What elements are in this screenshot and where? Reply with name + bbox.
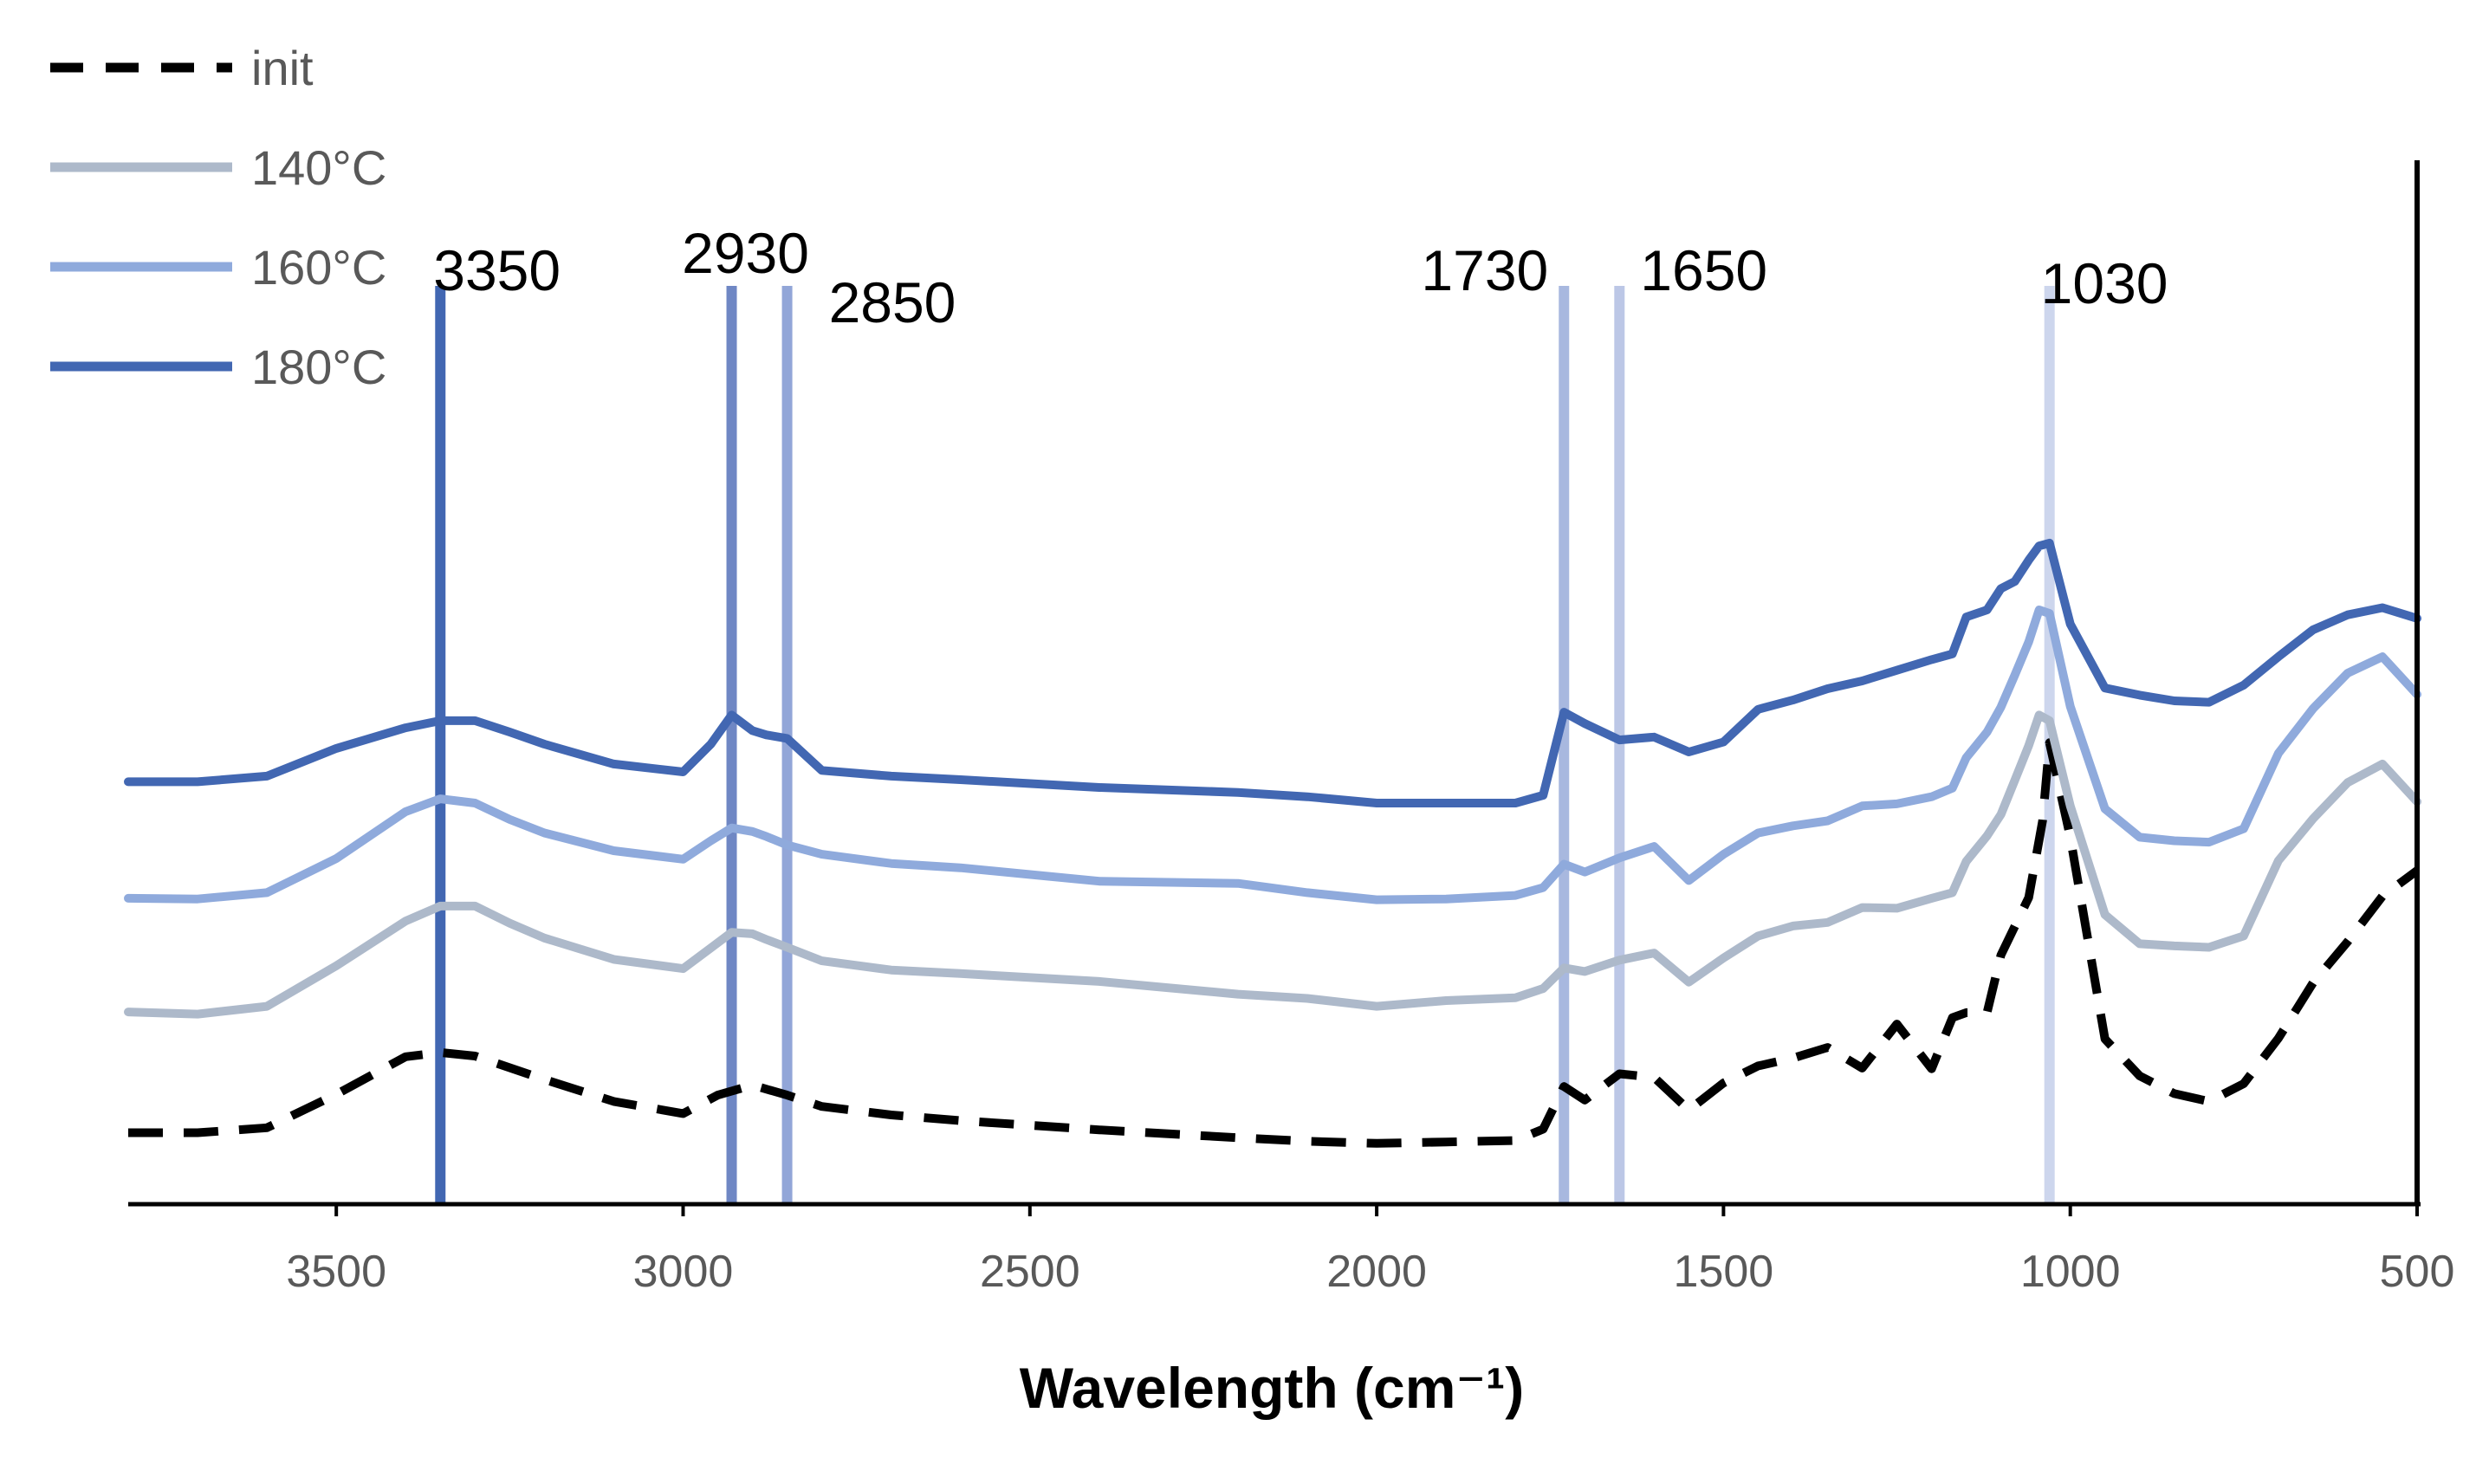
peak-label-2850: 2850 <box>829 270 956 334</box>
x-tick-label-3000: 3000 <box>633 1247 734 1297</box>
x-tick-label-3500: 3500 <box>286 1247 386 1297</box>
legend: init 140°C 160°C 180°C <box>50 41 386 394</box>
peak-annotations: 3350 2930 2850 1730 1650 1030 <box>433 221 2168 1204</box>
legend-label-140c: 140°C <box>251 140 386 195</box>
peak-label-3350: 3350 <box>433 238 561 302</box>
series-lines <box>124 538 2421 1148</box>
axes <box>128 160 2421 1207</box>
peak-label-1650: 1650 <box>1640 238 1767 302</box>
x-tick-label-2500: 2500 <box>980 1247 1080 1297</box>
x-tick-label-1000: 1000 <box>2020 1247 2121 1297</box>
legend-label-160c: 160°C <box>251 240 386 295</box>
x-axis-ticks: 3500 3000 2500 2000 1500 1000 500 <box>286 1204 2454 1297</box>
x-tick-label-500: 500 <box>2380 1247 2455 1297</box>
x-tick-label-2000: 2000 <box>1326 1247 1427 1297</box>
x-tick-label-1500: 1500 <box>1674 1247 1774 1297</box>
legend-label-init: init <box>251 41 314 95</box>
peak-label-2930: 2930 <box>682 221 809 285</box>
x-axis-title: Wavelength (cm⁻¹) <box>1020 1356 1524 1420</box>
peak-label-1730: 1730 <box>1421 238 1548 302</box>
peak-label-1030: 1030 <box>2041 251 2168 315</box>
series-line-160c <box>124 606 2421 904</box>
series-line-180c <box>124 538 2421 807</box>
series-line-init <box>128 738 2420 1148</box>
legend-label-180c: 180°C <box>251 340 386 394</box>
series-line-140c <box>124 710 2421 1019</box>
